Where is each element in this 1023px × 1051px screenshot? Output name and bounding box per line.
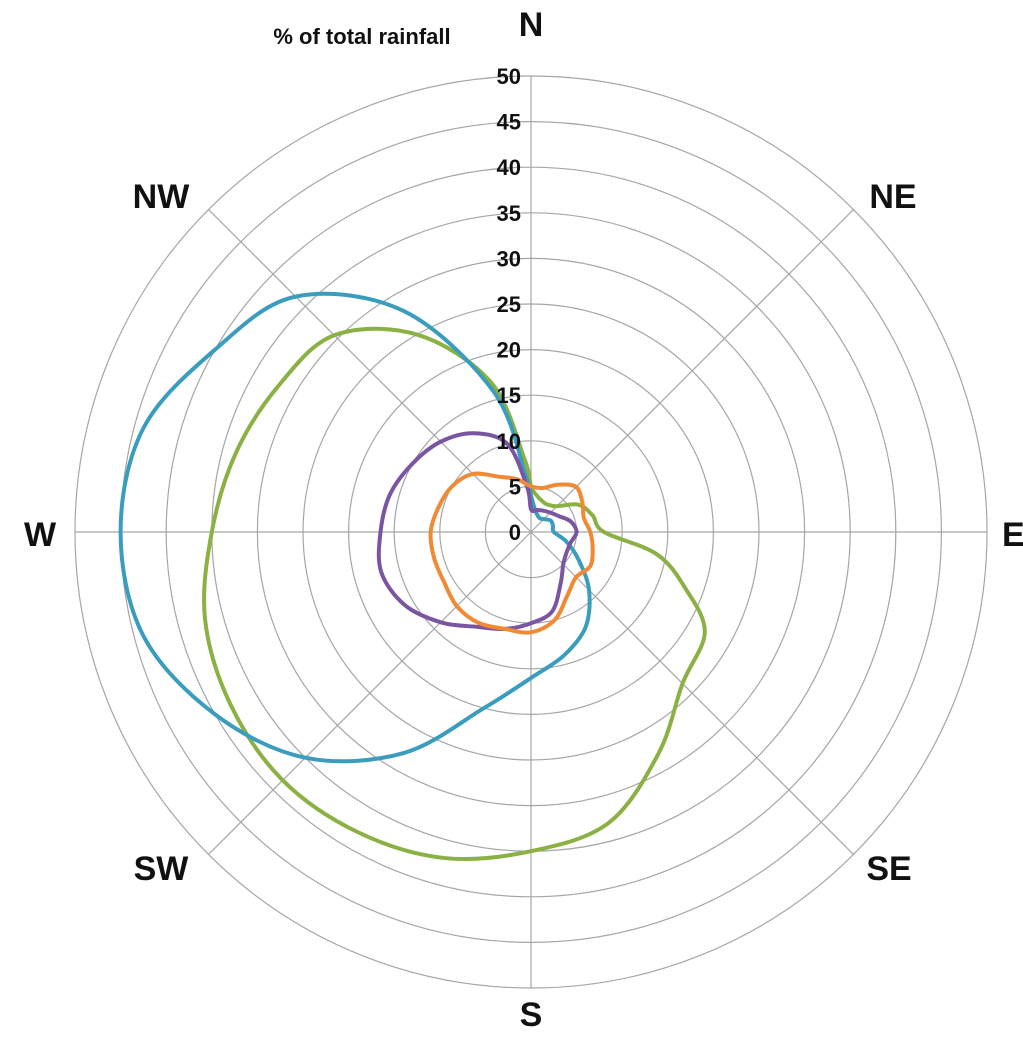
radial-tick-label: 45 xyxy=(497,110,521,135)
direction-label-e: E xyxy=(1002,516,1023,554)
direction-label-w: W xyxy=(24,516,57,554)
spoke-sw xyxy=(208,531,532,855)
spoke-ne xyxy=(530,209,854,533)
direction-label-layer: N NE E SE S SW W NW xyxy=(24,6,1023,1034)
spoke-se xyxy=(530,531,854,855)
radial-tick-label: 50 xyxy=(497,64,521,89)
direction-label-ne: NE xyxy=(869,178,916,216)
radial-tick-label: 20 xyxy=(497,338,521,363)
series-line-4 xyxy=(428,471,595,635)
radial-tick-label: 30 xyxy=(497,246,521,271)
series-layer xyxy=(118,291,707,862)
spoke-nw xyxy=(208,209,532,533)
direction-label-n: N xyxy=(519,6,544,44)
radial-tick-label: 5 xyxy=(509,474,521,499)
series-line-3 xyxy=(376,431,579,632)
direction-label-s: S xyxy=(520,996,543,1034)
direction-label-nw: NW xyxy=(133,178,191,216)
radial-tick-label: 35 xyxy=(497,201,521,226)
tick-label-layer: 0 5 10 15 20 25 30 35 40 45 50 xyxy=(497,64,521,545)
direction-label-se: SE xyxy=(866,850,911,888)
radial-tick-label: 0 xyxy=(509,520,521,545)
radial-axis-title: % of total rainfall xyxy=(273,24,450,49)
radial-tick-label: 10 xyxy=(497,429,521,454)
series-line-2 xyxy=(118,291,592,764)
radial-tick-label: 25 xyxy=(497,292,521,317)
radial-tick-label: 40 xyxy=(497,155,521,180)
radial-tick-label: 15 xyxy=(497,383,521,408)
series-line-1 xyxy=(202,326,707,862)
direction-label-sw: SW xyxy=(134,850,190,888)
grid-layer xyxy=(74,75,988,989)
